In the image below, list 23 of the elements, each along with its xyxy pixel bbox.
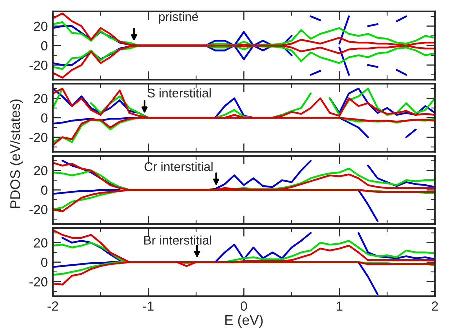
y-tick-label: 0 bbox=[41, 258, 48, 268]
y-tick-label: -20 bbox=[30, 277, 48, 287]
annotation: Cr interstitial bbox=[144, 162, 213, 172]
x-tick-label: 2 bbox=[432, 302, 438, 311]
y-tick-label: 20 bbox=[34, 238, 48, 248]
y-tick-label: 20 bbox=[34, 22, 48, 32]
x-axis-title: E (eV) bbox=[226, 315, 263, 328]
x-tick-label: -2 bbox=[48, 302, 58, 311]
x-tick-label: 1 bbox=[336, 302, 343, 311]
y-tick-label: 0 bbox=[41, 114, 48, 123]
y-tick-label: 0 bbox=[41, 41, 48, 51]
y-tick-label: -20 bbox=[30, 133, 48, 142]
y-tick-label: 20 bbox=[34, 94, 48, 104]
y-axis-title: PDOS (eV/states) bbox=[10, 100, 24, 208]
annotation: Br interstitial bbox=[144, 236, 212, 245]
x-tick-label: -1 bbox=[143, 302, 154, 311]
annotation: pristine bbox=[159, 12, 198, 24]
y-tick-label: 20 bbox=[34, 166, 48, 176]
y-tick-label: 0 bbox=[41, 186, 48, 196]
x-tick-label: 0 bbox=[240, 302, 248, 312]
annotation: S interstitial bbox=[148, 88, 211, 98]
y-tick-label: -20 bbox=[30, 205, 48, 215]
y-tick-label: -20 bbox=[30, 60, 48, 70]
